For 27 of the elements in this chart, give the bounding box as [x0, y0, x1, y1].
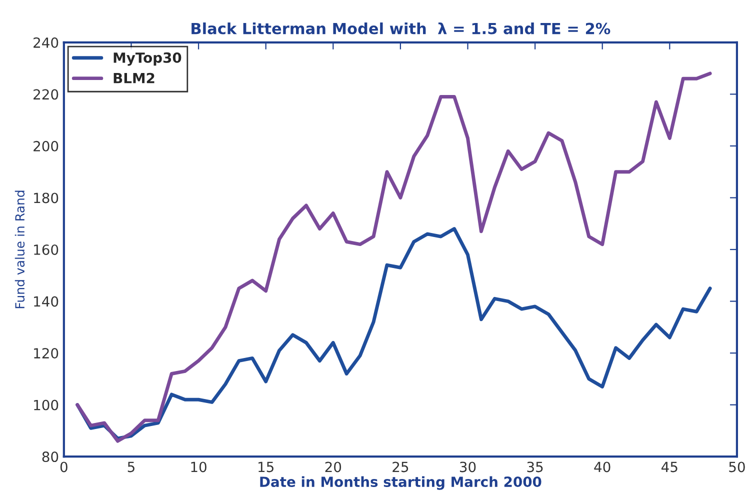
y-tick-label: 160 — [34, 244, 58, 255]
x-tick-label: 20 — [325, 462, 342, 472]
y-tick-label: 100 — [34, 400, 58, 410]
legend-label: BLM2 — [114, 72, 154, 84]
y-axis-title: Fund value in Rand — [14, 190, 25, 308]
x-tick-label: 25 — [392, 462, 408, 472]
legend-label: MyTop30 — [114, 52, 182, 66]
y-tick-label: 120 — [34, 348, 58, 359]
y-tick-label: 180 — [34, 192, 58, 204]
line-series — [76, 72, 712, 443]
x-tick-label: 45 — [662, 462, 678, 472]
y-tick-label: 220 — [34, 89, 58, 100]
x-tick-label: 40 — [594, 462, 610, 472]
y-tick-label: 80 — [42, 452, 58, 462]
y-tick-label: 200 — [34, 140, 58, 152]
x-tick-label: 50 — [729, 462, 745, 472]
x-tick-label: 0 — [60, 462, 68, 472]
x-tick-label: 10 — [191, 462, 206, 472]
y-tick-label: 240 — [34, 37, 58, 48]
line-series — [76, 227, 712, 440]
chart-title: Black Litterman Model with λ = 1.5 and TE = 2% — [192, 22, 610, 34]
x-tick-label: 30 — [460, 462, 476, 472]
x-tick-label: 35 — [527, 462, 543, 472]
x-axis-title: Date in Months starting March 2000 — [260, 476, 542, 490]
x-tick-label: 5 — [128, 462, 134, 472]
y-tick-label: 140 — [34, 296, 58, 307]
x-tick-label: 15 — [258, 462, 274, 472]
